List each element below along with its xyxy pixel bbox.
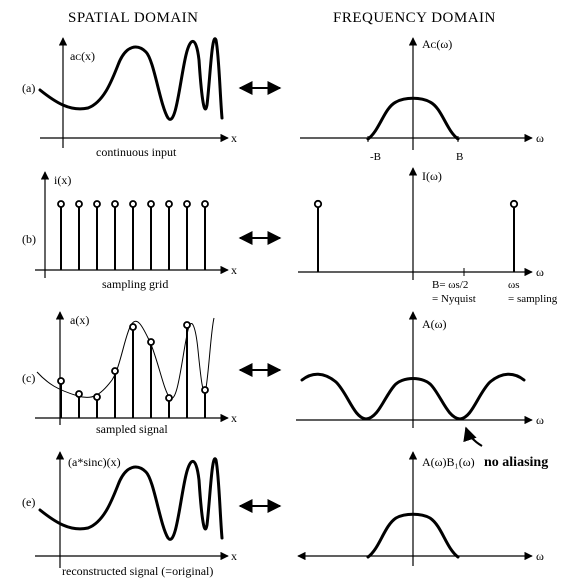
row-a-tick-neg-b: -B bbox=[370, 151, 381, 163]
sample-impulse-2-head bbox=[93, 393, 101, 401]
row-e-reconstructed-signal bbox=[38, 457, 224, 541]
sample-impulse-5-head bbox=[147, 338, 155, 346]
row-a-label: (a) bbox=[22, 81, 35, 95]
row-b-omega-label: ω bbox=[536, 265, 544, 279]
grid-impulse-3-head bbox=[111, 200, 119, 208]
row-b-b-equals-label: B= ωs/2 bbox=[432, 279, 468, 291]
sample-impulse-6-head bbox=[165, 394, 173, 402]
row-a-freq-function-label: Aᴄ(ω) bbox=[422, 37, 452, 51]
row-a-continuous-signal bbox=[38, 37, 224, 121]
row-a-tick-b: B bbox=[456, 151, 463, 163]
grid-impulse-7-head bbox=[183, 200, 191, 208]
no-aliasing-annotation: no aliasing bbox=[484, 455, 548, 470]
row-a-omega-label: ω bbox=[536, 131, 544, 145]
row-b-caption: sampling grid bbox=[102, 277, 168, 291]
sample-impulse-3-head bbox=[111, 367, 119, 375]
row-c-spatial-function-label: a(x) bbox=[70, 313, 89, 327]
row-b-omega-s-label: ωs bbox=[508, 279, 520, 291]
row-a-spatial-function-label: aᴄ(x) bbox=[70, 49, 95, 63]
row-b-spatial-function-label: i(x) bbox=[54, 173, 71, 187]
spatial-domain-header: SPATIAL DOMAIN bbox=[68, 10, 199, 26]
row-c-omega-label: ω bbox=[536, 413, 544, 427]
grid-impulse-2-head bbox=[93, 200, 101, 208]
sampling-grid-impulses bbox=[57, 200, 209, 270]
sampled-signal-impulses bbox=[57, 321, 209, 418]
row-b-label: (b) bbox=[22, 232, 36, 246]
row-a-caption: continuous input bbox=[96, 145, 177, 159]
row-e-freq-function-label: A(ω)B₁(ω) bbox=[422, 455, 475, 469]
row-c-caption: sampled signal bbox=[96, 422, 168, 436]
sample-impulse-7-head bbox=[183, 321, 191, 329]
row-c-periodic-spectrum bbox=[300, 372, 526, 421]
row-c-label: (c) bbox=[22, 371, 35, 385]
grid-impulse-4-head bbox=[129, 200, 137, 208]
row-e-omega-label: ω bbox=[536, 549, 544, 563]
row-e-filtered-spectrum bbox=[366, 512, 460, 559]
row-c-freq-function-label: A(ω) bbox=[422, 317, 447, 331]
grid-impulse-0-head bbox=[57, 200, 65, 208]
row-a-spectrum bbox=[366, 96, 460, 141]
grid-impulse-6-head bbox=[165, 200, 173, 208]
row-a-x-label: x bbox=[231, 131, 237, 145]
row-e-spatial-function-label: (a*sinc)(x) bbox=[68, 455, 121, 469]
row-b-x-label: x bbox=[231, 263, 237, 277]
sample-impulse-1-head bbox=[75, 390, 83, 398]
sample-impulse-4-head bbox=[129, 323, 137, 331]
row-c-aliasing-pointer bbox=[463, 426, 483, 447]
row-b-freq-function-label: I(ω) bbox=[422, 169, 442, 183]
row-b-nyquist-label: = Nyquist bbox=[432, 293, 476, 305]
row-e-label: (e) bbox=[22, 495, 35, 509]
row-b-sampling-label: = sampling bbox=[508, 293, 558, 305]
frequency-domain-header: FREQUENCY DOMAIN bbox=[333, 10, 496, 26]
row-c-x-label: x bbox=[231, 411, 237, 425]
sample-impulse-8-head bbox=[201, 386, 209, 394]
row-e-caption: reconstructed signal (=original) bbox=[62, 564, 213, 578]
sample-impulse-0-head bbox=[57, 377, 65, 385]
row-e-x-label: x bbox=[231, 549, 237, 563]
grid-impulse-1-head bbox=[75, 200, 83, 208]
grid-impulse-5-head bbox=[147, 200, 155, 208]
grid-impulse-8-head bbox=[201, 200, 209, 208]
